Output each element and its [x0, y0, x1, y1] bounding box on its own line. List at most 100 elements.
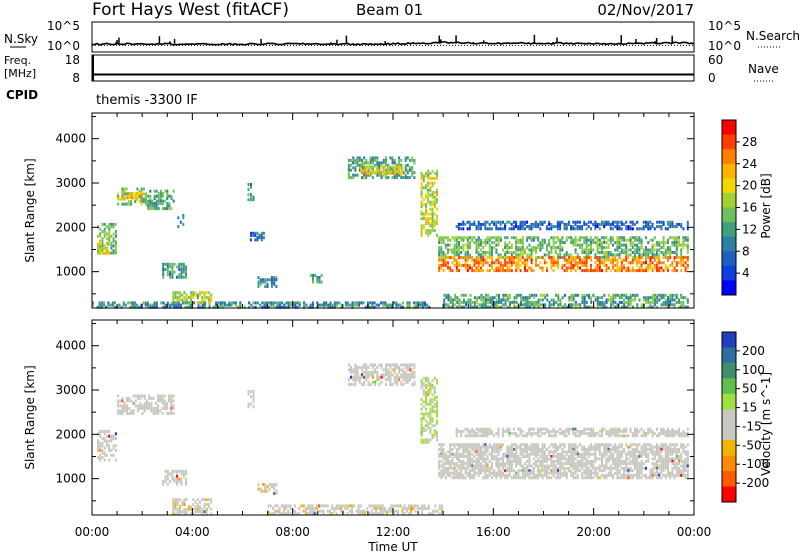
power-cell: [531, 300, 533, 304]
power-cell: [185, 265, 187, 269]
power-cell: [603, 225, 606, 229]
power-cell: [377, 303, 380, 307]
power-cell: [484, 241, 487, 245]
velocity-cell: [427, 424, 430, 428]
power-cell: [182, 214, 185, 217]
power-cell: [199, 305, 202, 309]
velocity-cell: [576, 445, 579, 449]
power-cell: [383, 171, 386, 175]
power-cell: [524, 248, 526, 252]
power-cell: [336, 303, 339, 307]
velocity-cell: [561, 462, 564, 466]
power-cell: [625, 296, 628, 300]
power-cell: [519, 251, 522, 254]
power-cell: [440, 266, 443, 270]
velocity-cell: [528, 473, 531, 477]
power-cell: [108, 234, 111, 238]
power-cell: [581, 258, 584, 262]
velocity-cell: [101, 429, 104, 433]
power-cell: [647, 305, 650, 309]
power-cell: [356, 163, 359, 167]
velocity-cell: [583, 445, 586, 449]
velocity-cell: [453, 471, 456, 475]
velocity-cell: [477, 469, 480, 473]
power-cell: [415, 305, 418, 309]
power-cell: [656, 305, 659, 309]
beam-label: Beam 01: [356, 1, 423, 19]
power-cell: [559, 225, 562, 229]
power-cell: [629, 236, 632, 240]
power-cell: [99, 234, 102, 238]
power-cell: [460, 263, 463, 267]
power-cell: [127, 200, 130, 204]
velocity-cell: [484, 466, 487, 470]
power-cell: [464, 258, 467, 262]
power-cell: [234, 301, 237, 305]
power-cell: [686, 258, 689, 262]
power-cell: [400, 176, 403, 180]
velocity-cell: [354, 378, 357, 382]
power-cell: [658, 220, 661, 224]
power-cell: [101, 251, 104, 255]
power-cell: [664, 303, 667, 307]
power-cell: [442, 261, 445, 265]
power-cell: [111, 303, 114, 307]
power-cell: [272, 301, 275, 305]
velocity-cell: [605, 476, 608, 480]
velocity-cell: [568, 469, 570, 473]
power-cell: [682, 258, 685, 262]
power-cell: [232, 301, 235, 305]
power-cell: [99, 249, 102, 253]
velocity-cell: [406, 368, 409, 372]
velocity-cell: [601, 462, 603, 466]
power-cell: [618, 225, 621, 229]
power-cell: [353, 303, 356, 307]
velocity-cell: [466, 462, 469, 466]
velocity-cell: [609, 432, 612, 436]
velocity-cell: [590, 464, 592, 468]
power-cell: [531, 293, 533, 297]
velocity-cell: [554, 464, 557, 468]
velocity-cell: [363, 375, 366, 379]
power-cell: [175, 275, 178, 279]
velocity-cell: [499, 445, 502, 449]
power-cell: [673, 298, 676, 302]
velocity-cell: [656, 473, 658, 477]
power-cell: [400, 167, 403, 171]
velocity-cell: [175, 469, 178, 473]
power-cell: [510, 269, 513, 273]
velocity-cell: [574, 445, 577, 449]
power-cell: [466, 241, 469, 245]
power-cell: [475, 248, 478, 252]
power-cell: [570, 266, 573, 270]
power-cell: [634, 243, 636, 247]
power-cell: [105, 249, 108, 253]
velocity-cell: [552, 466, 555, 470]
velocity-cell: [618, 469, 621, 473]
velocity-cell: [101, 444, 104, 448]
velocity-cell: [634, 452, 636, 456]
power-cell: [406, 176, 409, 180]
power-cell: [653, 263, 656, 267]
velocity-cell: [631, 476, 634, 480]
velocity-cell: [629, 452, 632, 456]
power-cell: [636, 293, 639, 297]
power-cell: [561, 255, 564, 259]
velocity-cell: [427, 393, 430, 397]
power-cell: [629, 298, 632, 302]
power-cell: [563, 253, 566, 257]
power-cell: [678, 236, 680, 240]
velocity-cell: [469, 452, 471, 456]
velocity-cell: [486, 447, 489, 451]
power-cell: [684, 236, 687, 240]
power-cell: [438, 248, 441, 252]
velocity-cell: [596, 471, 599, 475]
power-cell: [640, 246, 643, 250]
velocity-cell: [504, 476, 507, 480]
velocity-cell: [159, 399, 162, 403]
power-cell: [552, 256, 555, 260]
velocity-cell: [517, 459, 520, 463]
velocity-cell: [455, 464, 458, 468]
velocity-cell: [132, 394, 135, 398]
power-cell: [642, 248, 645, 252]
